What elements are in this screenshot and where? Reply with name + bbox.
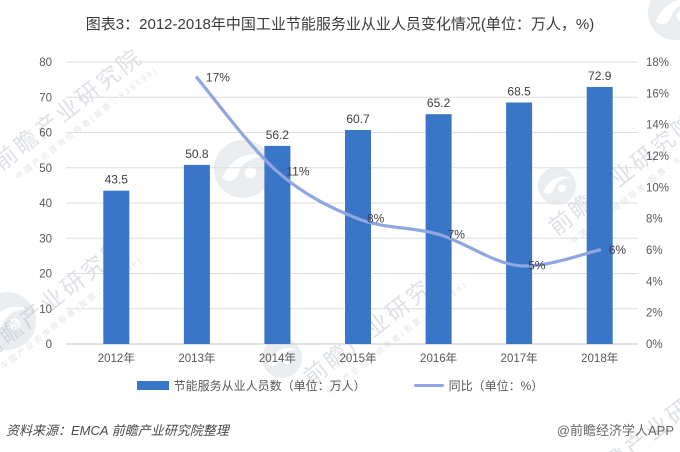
bar-value-label: 68.5 [507, 85, 531, 99]
left-axis-tick: 20 [39, 269, 52, 281]
x-axis-tick: 2015年 [339, 351, 376, 365]
bar-value-label: 43.5 [105, 173, 129, 187]
figure-footer: 资料来源：EMCA 前瞻产业研究院整理 @前瞻经济学人APP [6, 420, 674, 439]
line-value-label: 8% [367, 212, 385, 226]
right-axis-tick: 6% [646, 245, 663, 257]
right-axis-tick: 4% [646, 276, 663, 288]
right-axis-tick: 8% [646, 214, 663, 226]
left-axis-tick: 70 [39, 92, 52, 104]
line-value-label: 7% [448, 227, 466, 241]
bar-series-swatch-icon [136, 381, 169, 390]
x-axis-tick: 2014年 [259, 351, 296, 365]
right-axis-tick: 12% [646, 151, 669, 163]
x-axis-tick: 2017年 [501, 351, 538, 365]
left-axis-tick: 50 [39, 163, 52, 175]
right-axis-tick: 14% [646, 120, 669, 132]
legend-label-bar-series: 节能服务从业人员数（单位：万人） [173, 379, 366, 393]
left-axis-tick: 0 [46, 339, 52, 351]
legend-item-line-series: 同比（单位：%） [413, 377, 544, 394]
left-axis-tick: 40 [39, 198, 52, 210]
x-axis-tick: 2012年 [98, 351, 135, 365]
bar [183, 164, 210, 344]
line-value-label: 17% [206, 71, 230, 85]
chart-legend: 节能服务从业人员数（单位：万人） 同比（单位：%） [0, 377, 680, 394]
bar [425, 114, 452, 344]
x-axis-tick: 2018年 [581, 351, 618, 365]
left-axis-tick: 60 [39, 128, 52, 140]
left-axis-tick: 80 [39, 57, 52, 69]
right-axis-tick: 18% [646, 57, 669, 69]
left-axis-tick: 30 [39, 233, 52, 245]
legend-item-bar-series: 节能服务从业人员数（单位：万人） [136, 377, 366, 394]
bar [506, 102, 533, 344]
data-source-note: 资料来源：EMCA 前瞻产业研究院整理 [6, 423, 229, 438]
right-axis-tick: 16% [646, 88, 669, 100]
bar [586, 87, 613, 344]
bar-value-label: 65.2 [427, 96, 451, 110]
line-value-label: 6% [609, 243, 627, 257]
line-series-swatch-icon [413, 383, 444, 388]
chart-title: 图表3：2012-2018年中国工业节能服务业从业人员变化情况(单位：万人，%) [85, 16, 595, 33]
right-axis-tick: 0% [646, 339, 663, 351]
x-axis-tick: 2013年 [178, 351, 215, 365]
line-value-label: 5% [528, 259, 546, 273]
right-axis-tick: 2% [646, 308, 663, 320]
credit-note: @前瞻经济学人APP [556, 423, 674, 438]
bar-value-label: 56.2 [266, 128, 290, 142]
trend-line [195, 76, 602, 268]
bar [345, 130, 371, 344]
bar [103, 190, 130, 344]
line-value-label: 11% [286, 165, 309, 179]
bar-value-label: 50.8 [185, 147, 209, 161]
bar-value-label: 60.7 [346, 112, 370, 126]
left-axis-tick: 10 [39, 304, 52, 316]
right-axis-tick: 10% [646, 182, 669, 194]
legend-label-line-series: 同比（单位：%） [448, 379, 544, 393]
x-axis-tick: 2016年 [420, 351, 457, 365]
bar-value-label: 72.9 [588, 69, 612, 83]
